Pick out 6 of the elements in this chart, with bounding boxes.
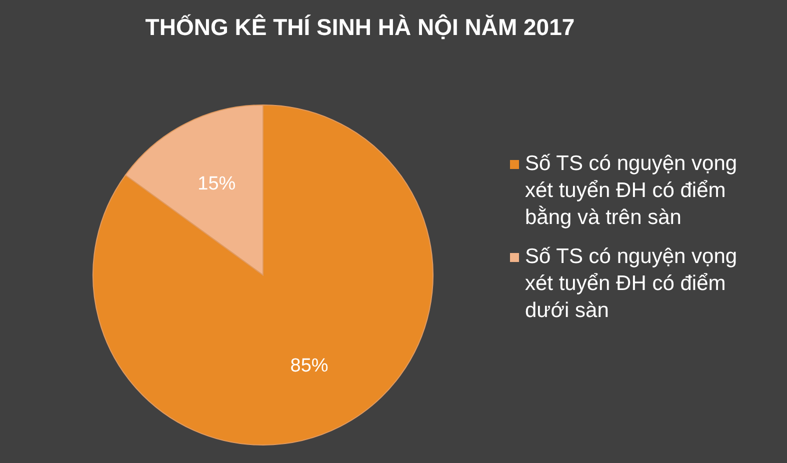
legend-label: Số TS có nguyện vọng xét tuyển ĐH có điểm bằng và trên sàn (525, 151, 738, 231)
chart-title: THỐNG KÊ THÍ SINH HÀ NỘI NĂM 2017 (144, 14, 576, 41)
legend-label: Số TS có nguyện vọng xét tuyển ĐH có điểm dưới sàn (525, 244, 738, 324)
data-label: 15% (198, 174, 236, 195)
pie-slice (92, 104, 434, 446)
data-label: 85% (290, 355, 328, 376)
